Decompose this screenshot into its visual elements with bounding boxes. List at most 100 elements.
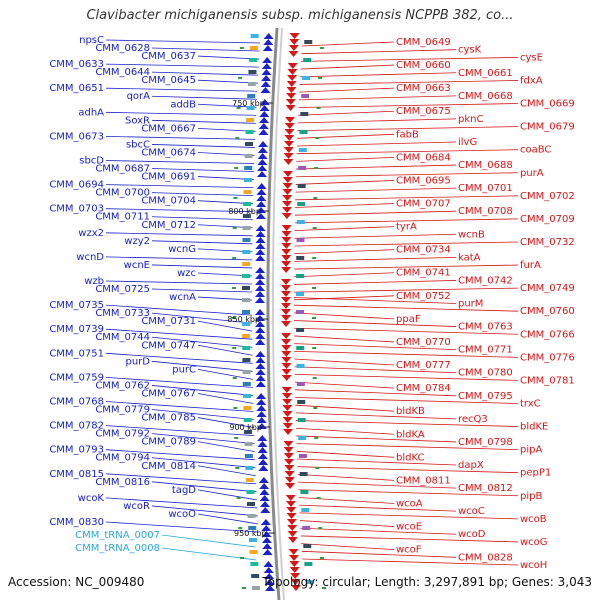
- left-leader-line: [105, 87, 258, 92]
- gene-label-wcod: wcoD: [458, 529, 486, 540]
- left-strand-gene: [259, 111, 270, 117]
- gene-label-cmm-0762: CMM_0762: [95, 380, 150, 391]
- gene-label-cmm-0744: CMM_0744: [95, 332, 150, 343]
- left-leader-line: [151, 433, 255, 445]
- gene-label-cmm-0649: CMM_0649: [396, 37, 451, 48]
- cog-block-left: [242, 370, 251, 374]
- left-strand-gene: [263, 39, 274, 45]
- gene-label-purm: purM: [458, 299, 483, 310]
- cog-block-left: [244, 430, 253, 434]
- position-ticks: 750 kbp 800 kbp 850 kbp 900 kbp 950 kbp: [227, 99, 275, 538]
- tick-label: 850 kbp: [227, 315, 260, 324]
- cog-block-left: [242, 358, 251, 362]
- left-leader-line: [105, 352, 253, 364]
- gene-label-bldka: bldKA: [396, 429, 425, 440]
- right-leader-line: [294, 272, 395, 278]
- genome-backbone: [266, 27, 285, 600]
- left-strand-gene: [255, 285, 266, 291]
- right-leader-line: [297, 458, 457, 466]
- right-leader-line: [294, 280, 457, 285]
- gene-label-wcof: wcoF: [396, 545, 422, 556]
- gene-label-cmm-0711: CMM_0711: [95, 212, 150, 223]
- gene-label-cmm-0742: CMM_0742: [458, 275, 513, 286]
- left-leader-line: [105, 304, 253, 316]
- cog-block-right: [296, 292, 305, 296]
- cog-block-left: [246, 490, 255, 494]
- right-strand-gene: [290, 573, 301, 579]
- left-strand-gene: [262, 543, 273, 549]
- marker-right: [313, 197, 318, 199]
- right-strand-gene: [281, 249, 292, 255]
- right-strand-gene: [281, 303, 292, 309]
- left-leader-line: [105, 401, 254, 412]
- gene-label-cmm-0633: CMM_0633: [49, 59, 104, 70]
- right-strand-gene: [287, 69, 298, 75]
- cog-block-left: [242, 250, 251, 254]
- right-leader-line: [299, 504, 457, 512]
- left-strand-gene: [264, 579, 275, 585]
- right-leader-line: [300, 72, 457, 78]
- gene-label-wcnd: wcnD: [76, 252, 104, 263]
- left-strand-gene: [257, 435, 268, 441]
- left-strand-gene: [257, 453, 268, 459]
- left-leader-line: [151, 288, 253, 293]
- marker-left: [239, 47, 244, 49]
- right-leader-line: [300, 527, 457, 535]
- gene-label-recq3: recQ3: [458, 414, 488, 425]
- right-strand-gene: [281, 225, 292, 231]
- left-strand-gene: [255, 357, 266, 363]
- left-strand-gene: [261, 69, 272, 75]
- right-strand-gene: [282, 399, 293, 405]
- cog-block-right: [297, 400, 306, 404]
- right-leader-line: [301, 49, 457, 55]
- left-leader-line: [151, 119, 256, 124]
- right-leader-line: [300, 56, 519, 62]
- marker-left: [240, 557, 245, 559]
- gene-label-cmm-trna-0008: CMM_tRNA_0008: [75, 543, 160, 554]
- marker-right: [314, 167, 319, 169]
- right-strand-gene: [284, 141, 295, 147]
- cog-block-right: [297, 418, 306, 422]
- left-strand-gene: [257, 159, 268, 165]
- cog-block-left: [244, 154, 253, 158]
- right-strand-gene: [284, 123, 295, 129]
- marker-left: [235, 137, 240, 139]
- gene-label-cmm-0709: CMM_0709: [520, 214, 575, 225]
- left-strand-gene: [259, 483, 270, 489]
- gene-label-cmm-0734: CMM_0734: [396, 245, 451, 256]
- gene-label-wcor: wcoR: [123, 501, 150, 512]
- marker-right: [312, 347, 317, 349]
- marker-left: [233, 197, 238, 199]
- marker-right: [312, 287, 317, 289]
- gene-label-cmm-0781: CMM_0781: [520, 375, 575, 386]
- right-strand-gene: [281, 243, 292, 249]
- right-leader-line: [302, 558, 519, 566]
- right-strand-gene: [288, 45, 299, 51]
- right-strand-gene: [281, 279, 292, 285]
- marker-left: [234, 167, 239, 169]
- right-strand-gene: [289, 555, 300, 561]
- gene-label-cmm-0777: CMM_0777: [396, 360, 451, 371]
- gene-label-cmm-0789: CMM_0789: [141, 437, 196, 448]
- left-strand-gene: [255, 333, 266, 339]
- cog-block-right: [303, 544, 312, 548]
- gene-label-cysk: cysK: [458, 45, 482, 56]
- left-strand-gene: [256, 405, 267, 411]
- gene-label-cmm-0793: CMM_0793: [49, 445, 104, 456]
- marker-left: [232, 377, 237, 379]
- left-strand-gene: [257, 165, 268, 171]
- left-strand-gene: [262, 549, 273, 555]
- right-leader-line: [295, 404, 395, 412]
- leader-lines: [105, 39, 519, 566]
- right-leader-line: [301, 550, 457, 558]
- left-strand-gene: [256, 195, 267, 201]
- right-leader-line: [300, 535, 519, 543]
- marker-left: [232, 317, 237, 319]
- gene-label-cmm-0732: CMM_0732: [520, 237, 575, 248]
- right-strand-gene: [282, 183, 293, 189]
- right-strand-gene: [285, 105, 296, 111]
- tick-label: 950 kbp: [234, 529, 267, 538]
- cog-block-right: [298, 166, 307, 170]
- left-leader-line: [197, 513, 259, 525]
- cog-block-left: [246, 106, 255, 110]
